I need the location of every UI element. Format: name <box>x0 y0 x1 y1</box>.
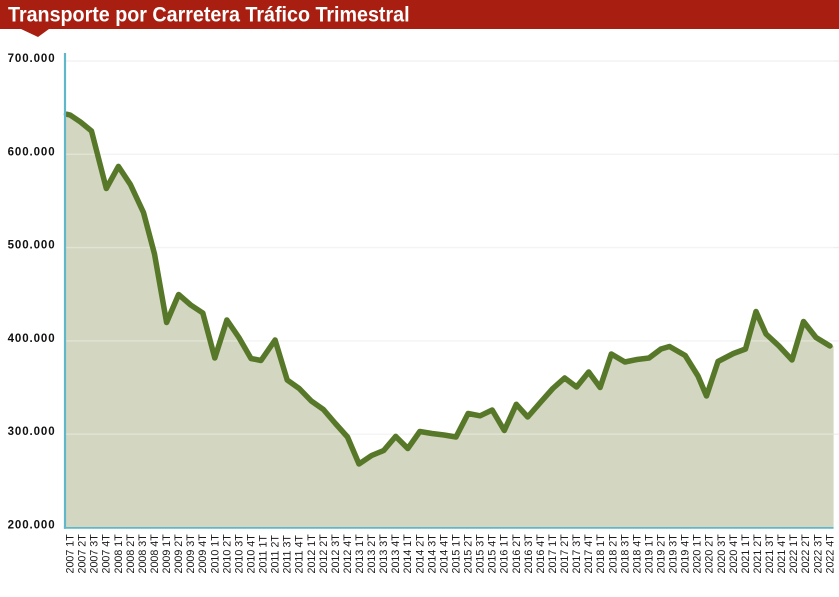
svg-text:2020 3T: 2020 3T <box>716 534 728 574</box>
svg-text:2018 4T: 2018 4T <box>631 534 643 574</box>
svg-text:2018 2T: 2018 2T <box>607 534 619 574</box>
svg-text:2010 3T: 2010 3T <box>233 534 245 574</box>
svg-text:2021 1T: 2021 1T <box>740 534 752 574</box>
svg-text:500.000: 500.000 <box>8 240 56 252</box>
svg-text:2010 4T: 2010 4T <box>245 534 257 574</box>
svg-text:2009 3T: 2009 3T <box>185 534 197 574</box>
svg-text:2009 2T: 2009 2T <box>173 534 185 574</box>
svg-text:2018 1T: 2018 1T <box>595 534 607 574</box>
svg-text:2016 2T: 2016 2T <box>511 534 523 574</box>
svg-text:2010 1T: 2010 1T <box>209 534 221 574</box>
svg-text:2007 1T: 2007 1T <box>65 534 77 574</box>
svg-text:400.000: 400.000 <box>8 333 56 345</box>
svg-text:200.000: 200.000 <box>8 519 56 531</box>
svg-text:2022 4T: 2022 4T <box>824 534 836 574</box>
svg-text:2012 3T: 2012 3T <box>330 534 342 574</box>
svg-text:2008 4T: 2008 4T <box>149 534 161 574</box>
svg-text:2021 3T: 2021 3T <box>764 534 776 574</box>
svg-text:2008 3T: 2008 3T <box>137 534 149 574</box>
svg-text:2007 2T: 2007 2T <box>77 534 89 574</box>
svg-text:2016 1T: 2016 1T <box>499 534 511 574</box>
svg-text:2008 1T: 2008 1T <box>113 534 125 574</box>
svg-text:2022 2T: 2022 2T <box>800 534 812 574</box>
svg-text:2009 1T: 2009 1T <box>161 534 173 574</box>
svg-text:2014 2T: 2014 2T <box>414 534 426 574</box>
svg-text:2007 4T: 2007 4T <box>101 534 113 574</box>
svg-text:2021 2T: 2021 2T <box>752 534 764 574</box>
svg-text:2013 1T: 2013 1T <box>354 534 366 574</box>
svg-text:300.000: 300.000 <box>8 426 56 438</box>
svg-text:2014 1T: 2014 1T <box>402 534 414 574</box>
svg-text:2017 3T: 2017 3T <box>571 534 583 574</box>
svg-text:2019 2T: 2019 2T <box>656 534 668 574</box>
svg-text:2017 4T: 2017 4T <box>583 534 595 574</box>
svg-text:2011 3T: 2011 3T <box>282 535 294 574</box>
svg-text:2019 3T: 2019 3T <box>668 534 680 574</box>
svg-text:2011 1T: 2011 1T <box>258 535 270 574</box>
svg-text:2012 4T: 2012 4T <box>342 534 354 574</box>
svg-text:2021 4T: 2021 4T <box>776 534 788 574</box>
svg-text:2014 3T: 2014 3T <box>426 534 438 574</box>
svg-text:2009 4T: 2009 4T <box>197 534 209 574</box>
svg-text:2007 3T: 2007 3T <box>89 534 101 574</box>
svg-text:2020 1T: 2020 1T <box>692 534 704 574</box>
svg-text:2008 2T: 2008 2T <box>125 534 137 574</box>
svg-text:2015 2T: 2015 2T <box>463 534 475 574</box>
svg-text:600.000: 600.000 <box>8 146 56 158</box>
svg-text:2015 1T: 2015 1T <box>451 534 463 574</box>
svg-text:2017 2T: 2017 2T <box>559 534 571 574</box>
svg-text:2016 3T: 2016 3T <box>523 534 535 574</box>
svg-text:2015 3T: 2015 3T <box>475 534 487 574</box>
svg-text:2014 4T: 2014 4T <box>438 534 450 574</box>
svg-text:2020 2T: 2020 2T <box>704 534 716 574</box>
svg-text:2011 2T: 2011 2T <box>270 535 282 574</box>
svg-text:2022 3T: 2022 3T <box>812 534 824 574</box>
svg-text:2017 1T: 2017 1T <box>547 534 559 574</box>
svg-text:2022 1T: 2022 1T <box>788 534 800 574</box>
svg-text:2010 2T: 2010 2T <box>221 534 233 574</box>
svg-text:2012 2T: 2012 2T <box>318 534 330 574</box>
svg-text:2012 1T: 2012 1T <box>306 534 318 574</box>
svg-text:2011 4T: 2011 4T <box>294 535 306 574</box>
svg-text:2019 1T: 2019 1T <box>643 534 655 574</box>
svg-text:2018 3T: 2018 3T <box>619 534 631 574</box>
svg-text:2016 4T: 2016 4T <box>535 534 547 574</box>
svg-text:700.000: 700.000 <box>8 53 56 65</box>
svg-text:2019 4T: 2019 4T <box>680 534 692 574</box>
svg-text:2013 4T: 2013 4T <box>390 534 402 574</box>
svg-text:2013 2T: 2013 2T <box>366 534 378 574</box>
svg-text:2015 4T: 2015 4T <box>487 534 499 574</box>
svg-text:2013 3T: 2013 3T <box>378 534 390 574</box>
svg-text:2020 4T: 2020 4T <box>728 534 740 574</box>
